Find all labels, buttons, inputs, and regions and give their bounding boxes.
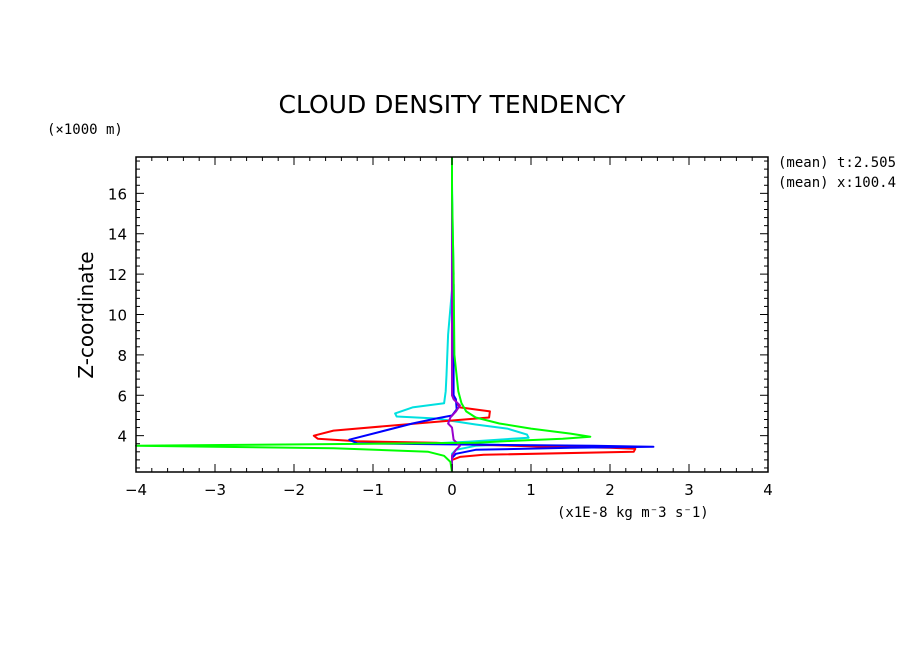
annotation-x-mean: (mean) x:100.4: [778, 175, 896, 191]
y-tick-label: 14: [108, 226, 127, 244]
y-axis-label: Z-coordinate: [74, 251, 98, 378]
y-tick-label: 4: [117, 428, 127, 446]
x-tick-label: 3: [684, 481, 694, 499]
chart-title: CLOUD DENSITY TENDENCY: [279, 90, 627, 119]
series-line-5: [135, 157, 592, 473]
x-tick-label: −4: [125, 481, 147, 499]
series-layer: [135, 157, 655, 473]
x-tick-label: −1: [362, 481, 384, 499]
y-tick-label: 6: [117, 387, 127, 405]
x-tick-label: 0: [447, 481, 457, 499]
y-axis-unit: (×1000 m): [47, 122, 123, 138]
y-tick-label: 10: [108, 307, 127, 325]
x-tick-label: 4: [763, 481, 773, 499]
y-tick-label: 12: [108, 266, 127, 284]
x-tick-label: −2: [283, 481, 305, 499]
x-axis-unit: (x1E-8 kg m⁻3 s⁻1): [557, 505, 709, 521]
x-tick-label: 1: [526, 481, 536, 499]
y-tick-label: 16: [108, 185, 127, 203]
series-line-3: [348, 157, 655, 472]
y-tick-label: 8: [117, 347, 127, 365]
x-tick-label: −3: [204, 481, 226, 499]
x-tick-label: 2: [605, 481, 615, 499]
series-line-4: [447, 157, 461, 472]
annotation-time-mean: (mean) t:2.505: [778, 155, 896, 171]
